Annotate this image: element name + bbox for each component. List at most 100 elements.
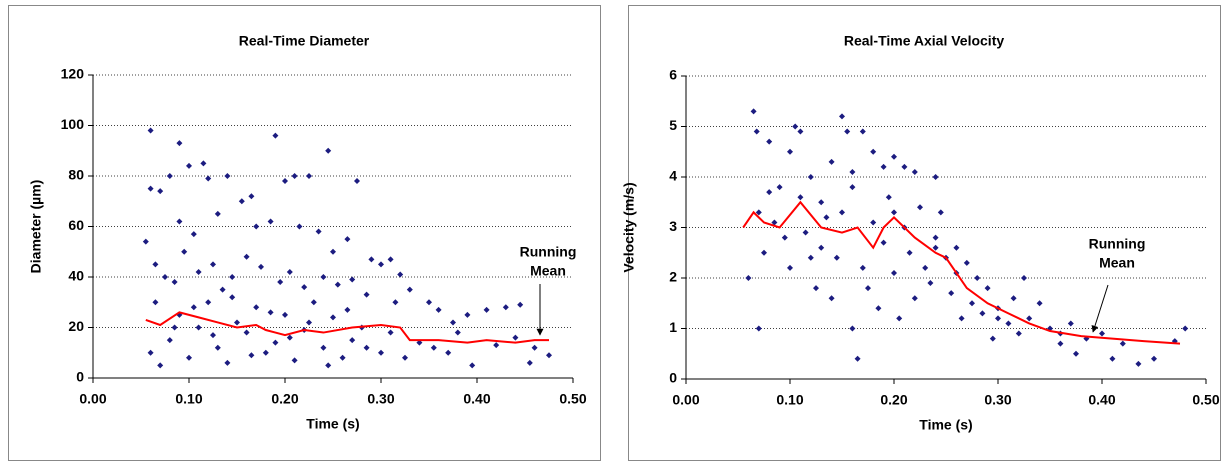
data-point xyxy=(1182,325,1189,332)
data-point xyxy=(1073,350,1079,357)
data-point xyxy=(1021,275,1027,281)
data-point xyxy=(445,349,452,356)
data-point xyxy=(339,354,346,361)
data-point xyxy=(272,132,279,139)
data-point xyxy=(363,291,370,298)
data-point xyxy=(989,335,996,342)
x-tick-label: 0.20 xyxy=(271,391,298,407)
running-mean-line xyxy=(145,311,549,344)
data-point xyxy=(849,168,856,175)
data-point xyxy=(200,160,207,167)
data-point xyxy=(766,138,773,145)
data-point xyxy=(1010,295,1017,302)
data-point xyxy=(493,342,500,349)
data-point xyxy=(849,325,856,332)
data-point xyxy=(483,306,490,313)
y-tick-label: 4 xyxy=(669,168,677,184)
data-point xyxy=(320,344,327,351)
data-point xyxy=(205,299,212,306)
data-point xyxy=(1151,355,1157,362)
data-point xyxy=(229,274,236,280)
data-point xyxy=(363,344,370,351)
data-point xyxy=(152,261,159,268)
annotation: Mean xyxy=(530,263,566,279)
data-point xyxy=(885,194,892,201)
data-point xyxy=(865,285,871,292)
data-point xyxy=(766,189,773,196)
data-point xyxy=(162,274,168,280)
data-point xyxy=(262,349,269,356)
data-point xyxy=(932,234,939,241)
data-point xyxy=(828,158,835,165)
data-point xyxy=(927,280,934,287)
data-point xyxy=(176,218,183,225)
data-point xyxy=(195,268,202,275)
data-point xyxy=(963,259,970,266)
data-point xyxy=(787,264,793,271)
y-tick-label: 6 xyxy=(669,67,677,83)
data-point xyxy=(402,354,408,361)
data-point xyxy=(859,128,866,135)
data-point xyxy=(958,315,965,322)
annotation: Running xyxy=(1089,236,1146,252)
data-point xyxy=(781,234,788,241)
data-point xyxy=(190,304,197,311)
data-point xyxy=(891,153,897,160)
x-tick-label: 0.40 xyxy=(1088,392,1115,408)
data-point xyxy=(157,188,164,195)
y-tick-label: 80 xyxy=(68,167,84,183)
data-point xyxy=(974,275,981,281)
data-point xyxy=(147,127,154,134)
data-point xyxy=(195,324,202,331)
y-tick-label: 0 xyxy=(669,370,677,386)
data-point xyxy=(807,174,814,180)
data-point xyxy=(272,339,279,346)
data-point xyxy=(984,285,991,292)
data-point xyxy=(823,214,830,221)
data-point xyxy=(526,359,533,366)
data-point xyxy=(828,295,835,302)
data-point xyxy=(234,319,240,326)
data-point xyxy=(750,108,757,115)
data-point xyxy=(755,325,762,332)
data-point xyxy=(147,349,154,356)
data-point xyxy=(210,261,216,268)
data-point xyxy=(891,269,897,276)
data-point xyxy=(286,334,293,341)
data-point xyxy=(378,349,384,356)
data-point xyxy=(1036,300,1043,307)
data-point xyxy=(745,275,752,281)
data-point xyxy=(282,178,288,185)
data-point xyxy=(844,128,851,135)
x-tick-label: 0.30 xyxy=(984,392,1011,408)
data-point xyxy=(1109,355,1116,362)
data-point xyxy=(911,168,918,175)
x-tick-label: 0.40 xyxy=(463,391,490,407)
data-point xyxy=(870,148,877,155)
data-point xyxy=(171,279,178,286)
data-point xyxy=(186,354,192,361)
data-point xyxy=(859,264,866,271)
data-point xyxy=(349,276,356,283)
data-point xyxy=(531,344,538,351)
data-point xyxy=(891,209,897,216)
x-tick-label: 0.00 xyxy=(79,391,106,407)
data-point xyxy=(906,249,913,256)
data-point xyxy=(911,295,918,302)
data-point xyxy=(937,209,944,216)
data-point xyxy=(922,264,929,271)
data-point xyxy=(152,299,159,306)
data-point xyxy=(330,314,336,321)
x-axis-label: Time (s) xyxy=(306,416,359,432)
x-tick-label: 0.00 xyxy=(672,392,699,408)
data-point xyxy=(320,274,327,280)
data-point xyxy=(880,163,887,170)
data-point xyxy=(813,285,819,292)
data-point xyxy=(932,174,939,180)
data-point xyxy=(546,352,552,359)
data-point xyxy=(807,254,814,261)
y-tick-label: 1 xyxy=(669,319,677,335)
data-point xyxy=(979,310,986,317)
data-point xyxy=(1026,315,1033,322)
